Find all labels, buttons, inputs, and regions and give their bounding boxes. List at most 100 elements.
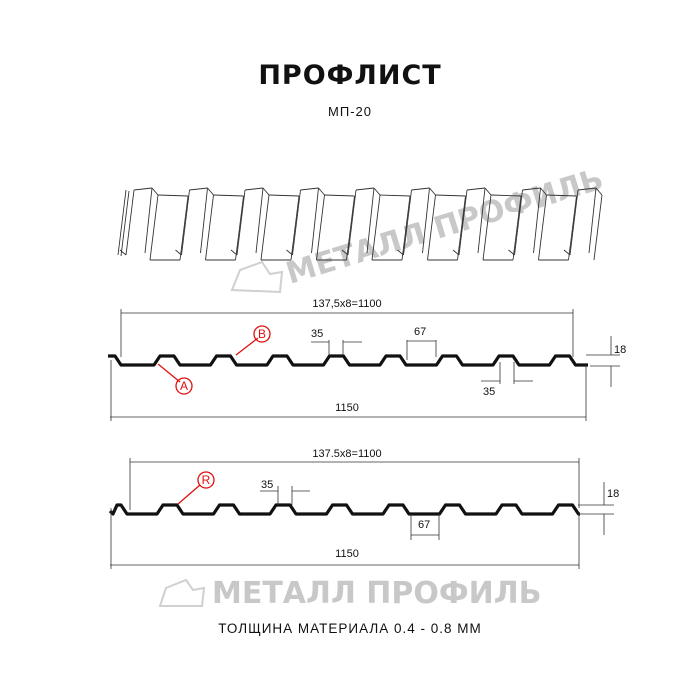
watermark-2: МЕТАЛЛ ПРОФИЛЬ [158, 576, 542, 611]
callout-a [175, 377, 193, 395]
callout-r [197, 471, 215, 489]
sheet-edge [429, 187, 436, 196]
sheet-edge [230, 249, 238, 256]
sheet-edge [457, 195, 466, 261]
sheet-edge [482, 194, 492, 261]
dim-height-label: 18 [614, 344, 626, 356]
dim-width-label: 1150 [335, 548, 359, 560]
dim-pitch-label: 137,5x8=1100 [312, 298, 381, 310]
sheet-edge [512, 195, 522, 261]
sheet-edge [120, 190, 130, 257]
dim-crest-label: 35 [311, 328, 323, 340]
sheet-edge [466, 187, 486, 191]
sheet-edge [522, 187, 541, 191]
sheet-edge [577, 187, 597, 191]
sheet-edge [236, 189, 246, 256]
sheet-edge [397, 249, 404, 256]
sheet-edge [311, 187, 319, 254]
sheet-edge [452, 249, 460, 256]
sheet-edge [144, 187, 153, 254]
sheet-edge [563, 249, 571, 256]
sheet-edge [260, 194, 270, 261]
sheet-edge [366, 187, 375, 254]
watermark-logo-icon [158, 578, 206, 607]
sheet-edge [546, 194, 577, 197]
sheet-edge [490, 194, 522, 197]
sheet-edge [341, 249, 349, 256]
sheet-edge [347, 189, 357, 256]
sheet-edge [595, 187, 603, 196]
dim-valley-label: 67 [414, 326, 426, 338]
watermark-text: МЕТАЛЛ ПРОФИЛЬ [282, 162, 607, 292]
sheet-edge [318, 187, 325, 196]
sheet-edge [514, 189, 523, 256]
sheet-edge [290, 195, 300, 261]
dim-width-label: 1150 [335, 402, 359, 414]
dim-crest-label-2: 35 [483, 386, 495, 398]
sheet-edge [540, 187, 547, 196]
sheet-edge [200, 187, 208, 254]
page-subtitle: МП-20 [328, 104, 372, 119]
profile-2: 137.5x8=1100 1150 35 67 18 R [108, 448, 619, 569]
dim-valley-label: 67 [418, 519, 430, 531]
material-thickness-note: ТОЛЩИНА МАТЕРИАЛА 0.4 - 0.8 ММ [218, 621, 482, 636]
sheet-edge [268, 194, 300, 197]
sheet-edge [292, 189, 301, 256]
sheet-edge [569, 189, 579, 256]
sheet-edge [189, 187, 208, 191]
sheet-edge [175, 249, 182, 256]
profile-1: 137,5x8=1100 1150 35 67 35 18 B A [108, 298, 626, 421]
sheet-edge [181, 189, 190, 256]
sheet-edge [588, 187, 597, 254]
sheet-edge [125, 189, 135, 256]
sheet-edge [373, 187, 381, 196]
sheet-edge [235, 195, 244, 261]
page-title: ПРОФЛИСТ [258, 60, 442, 91]
sheet-edge [435, 194, 466, 197]
dim-height-label: 18 [607, 488, 619, 500]
sheet-edge [484, 187, 492, 196]
sheet-edge [157, 194, 189, 197]
sheet-edge [207, 187, 214, 196]
callout-r-label: R [202, 473, 211, 487]
sheet-edge [151, 187, 159, 196]
sheet-edge [119, 249, 127, 256]
sheet-edge [179, 195, 189, 261]
sheet-edge [316, 194, 325, 261]
sheet-edge [427, 194, 436, 261]
sheet-edge [403, 189, 412, 256]
sheet-edge [346, 195, 355, 261]
callout-b [253, 325, 271, 343]
dim-crest-label: 35 [261, 479, 273, 491]
sheet-edge [379, 194, 411, 197]
callout-b-label: B [258, 327, 266, 341]
sheet-edge [300, 187, 319, 191]
sheet-edge [255, 187, 264, 254]
sheet-edge [355, 187, 375, 191]
watermark-1: МЕТАЛЛ ПРОФИЛЬ [230, 162, 607, 294]
dim-pitch-label: 137.5x8=1100 [312, 448, 381, 460]
sheet-edge [401, 195, 411, 261]
sheet-edge [133, 187, 153, 191]
sheet-edge [422, 187, 430, 254]
profile-2-section [108, 503, 581, 516]
sheet-edge [458, 189, 468, 256]
sheet-edge [213, 194, 244, 197]
sheet-edge [593, 194, 603, 261]
sheet-edge [371, 194, 381, 261]
sheet-edge [568, 195, 577, 261]
sheet-edge [149, 194, 159, 261]
sheet-edge [533, 187, 541, 254]
sheet-edge [411, 187, 430, 191]
profile-1-section [108, 354, 588, 367]
sheet-edge [538, 194, 547, 261]
callout-a-label: A [180, 379, 188, 393]
sheet-edge [117, 189, 127, 256]
sheet-edge [286, 249, 293, 256]
sheet-edge [244, 187, 264, 191]
sheet-edge [262, 187, 270, 196]
sheet-edge [205, 194, 214, 261]
sheet-edge [324, 194, 355, 197]
watermark-text: МЕТАЛЛ ПРОФИЛЬ [212, 576, 542, 611]
